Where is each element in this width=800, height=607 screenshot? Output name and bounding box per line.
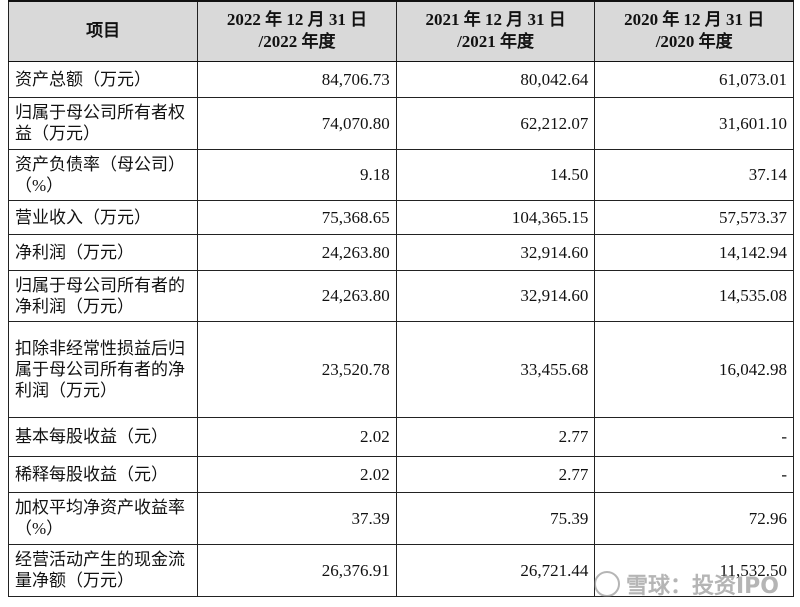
row-label: 经营活动产生的现金流量净额（万元） — [7, 543, 199, 597]
cell-2020: 14,142.94 — [594, 233, 794, 271]
header-col-2022-line1: 2022 年 12 月 31 日 — [226, 10, 368, 30]
cell-2022: 75,368.65 — [197, 199, 397, 235]
row-label: 稀释每股收益（元） — [7, 455, 199, 493]
cell-2022: 24,263.80 — [197, 233, 397, 271]
cell-2021: 80,042.64 — [395, 60, 596, 98]
table-row: 基本每股收益（元） 2.02 2.77 - — [7, 416, 794, 457]
cell-2022: 84,706.73 — [197, 60, 397, 98]
cell-2021: 104,365.15 — [395, 199, 596, 235]
cell-2020: 37.14 — [594, 148, 794, 201]
row-label: 归属于母公司所有者权益（万元） — [7, 96, 199, 150]
table-row: 净利润（万元） 24,263.80 32,914.60 14,142.94 — [7, 233, 794, 271]
cell-2020: 61,073.01 — [594, 60, 794, 98]
header-col-2021: 2021 年 12 月 31 日 /2021 年度 — [395, 0, 596, 62]
cell-2022: 9.18 — [197, 148, 397, 201]
financial-table-container: 项目 2022 年 12 月 31 日 /2022 年度 2021 年 12 月… — [7, 0, 794, 597]
cell-2022: 2.02 — [197, 455, 397, 493]
header-col-2022-line2: /2022 年度 — [258, 32, 336, 52]
header-col-2021-line1: 2021 年 12 月 31 日 — [425, 10, 566, 30]
header-item: 项目 — [7, 0, 199, 62]
cell-2021: 14.50 — [395, 148, 596, 201]
row-label: 营业收入（万元） — [7, 199, 199, 235]
cell-2022: 2.02 — [197, 416, 397, 457]
cell-2022: 23,520.78 — [197, 320, 397, 418]
cell-2020: 57,573.37 — [594, 199, 794, 235]
header-col-2022: 2022 年 12 月 31 日 /2022 年度 — [197, 0, 397, 62]
table-row: 经营活动产生的现金流量净额（万元） 26,376.91 26,721.44 11… — [7, 543, 794, 597]
header-col-2020-line2: /2020 年度 — [655, 32, 733, 52]
table-row: 加权平均净资产收益率（%） 37.39 75.39 72.96 — [7, 491, 794, 545]
cell-2020: 72.96 — [594, 491, 794, 545]
cell-2020: 31,601.10 — [594, 96, 794, 150]
cell-2021: 33,455.68 — [395, 320, 596, 418]
row-label: 扣除非经常性损益后归属于母公司所有者的净利润（万元） — [7, 320, 199, 418]
row-label: 加权平均净资产收益率（%） — [7, 491, 199, 545]
cell-2022: 37.39 — [197, 491, 397, 545]
cell-2022: 74,070.80 — [197, 96, 397, 150]
cell-2020: - — [594, 416, 794, 457]
cell-2020: 16,042.98 — [594, 320, 794, 418]
cell-2020: - — [594, 455, 794, 493]
cell-2020: 11,532.50 — [594, 543, 794, 597]
header-col-2020-line1: 2020 年 12 月 31 日 — [624, 10, 765, 30]
cell-2021: 75.39 — [395, 491, 596, 545]
table-row: 营业收入（万元） 75,368.65 104,365.15 57,573.37 — [7, 199, 794, 235]
header-col-2021-line2: /2021 年度 — [457, 32, 535, 52]
cell-2020: 14,535.08 — [594, 269, 794, 322]
row-label: 归属于母公司所有者的净利润（万元） — [7, 269, 199, 322]
cell-2021: 62,212.07 — [395, 96, 596, 150]
table-row: 资产负债率（母公司）（%） 9.18 14.50 37.14 — [7, 148, 794, 201]
cell-2021: 2.77 — [395, 455, 596, 493]
cell-2022: 24,263.80 — [197, 269, 397, 322]
table-row: 资产总额（万元） 84,706.73 80,042.64 61,073.01 — [7, 60, 794, 98]
cell-2021: 32,914.60 — [395, 233, 596, 271]
cell-2021: 32,914.60 — [395, 269, 596, 322]
table-row: 扣除非经常性损益后归属于母公司所有者的净利润（万元） 23,520.78 33,… — [7, 320, 794, 418]
cell-2021: 26,721.44 — [395, 543, 596, 597]
row-label: 资产总额（万元） — [7, 60, 199, 98]
cell-2022: 26,376.91 — [197, 543, 397, 597]
row-label: 基本每股收益（元） — [7, 416, 199, 457]
table-row: 稀释每股收益（元） 2.02 2.77 - — [7, 455, 794, 493]
row-label: 资产负债率（母公司）（%） — [7, 148, 199, 201]
table-header-row: 项目 2022 年 12 月 31 日 /2022 年度 2021 年 12 月… — [7, 0, 794, 62]
table-row: 归属于母公司所有者的净利润（万元） 24,263.80 32,914.60 14… — [7, 269, 794, 322]
row-label: 净利润（万元） — [7, 233, 199, 271]
financial-summary-table: 项目 2022 年 12 月 31 日 /2022 年度 2021 年 12 月… — [7, 0, 794, 597]
cell-2021: 2.77 — [395, 416, 596, 457]
table-row: 归属于母公司所有者权益（万元） 74,070.80 62,212.07 31,6… — [7, 96, 794, 150]
header-col-2020: 2020 年 12 月 31 日 /2020 年度 — [594, 0, 794, 62]
